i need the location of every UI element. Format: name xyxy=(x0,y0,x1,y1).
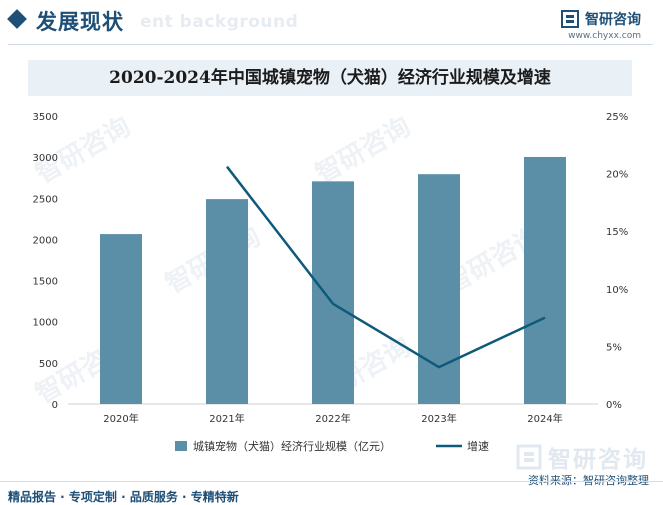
left-axis-tick-label: 2500 xyxy=(33,194,58,205)
right-axis-tick-label: 20% xyxy=(606,170,628,181)
left-axis-tick-label: 3000 xyxy=(33,153,58,164)
growth-line xyxy=(226,165,546,369)
brand-name: 智研咨询 xyxy=(585,12,641,28)
bar xyxy=(100,234,142,404)
x-axis-tick-label: 2023年 xyxy=(421,412,456,425)
x-axis-tick-label: 2024年 xyxy=(527,412,562,425)
x-axis-tick-label: 2022年 xyxy=(315,412,350,425)
footer-divider xyxy=(0,481,663,482)
right-axis-tick-label: 0% xyxy=(606,400,622,411)
bar xyxy=(312,181,354,404)
brand-url: www.chyxx.com xyxy=(568,31,641,41)
legend-label-line: 增速 xyxy=(467,439,489,453)
x-axis-tick-label: 2021年 xyxy=(209,412,244,425)
right-axis-tick-label: 25% xyxy=(606,112,628,123)
chart-title: 2020-2024年中国城镇宠物（犬猫）经济行业规模及增速 xyxy=(109,68,551,88)
left-axis-tick-label: 0 xyxy=(52,400,58,411)
page-header: 发展现状 ent background 智研咨询 www.chyxx.com xyxy=(0,0,663,44)
bar xyxy=(206,199,248,404)
x-axis-tick-label: 2020年 xyxy=(103,412,138,425)
left-axis-tick-label: 1500 xyxy=(33,277,58,288)
header-divider xyxy=(8,44,653,45)
brand-logo-block: 智研咨询 xyxy=(561,8,641,30)
header-background-text: ent background xyxy=(140,12,299,32)
left-axis-tick-label: 500 xyxy=(39,359,58,370)
left-axis-tick-label: 2000 xyxy=(33,235,58,246)
left-axis-tick-label: 3500 xyxy=(33,112,58,123)
brand-logo-icon xyxy=(516,444,542,470)
footer-services: 精品报告 · 专项定制 · 品质服务 · 专精特新 xyxy=(8,490,239,504)
section-title: 发展现状 xyxy=(36,10,124,34)
bar xyxy=(418,174,460,404)
right-axis-tick-label: 10% xyxy=(606,285,628,296)
right-axis-tick-label: 5% xyxy=(606,342,622,353)
legend-label-bar: 城镇宠物（犬猫）经济行业规模（亿元） xyxy=(193,439,391,453)
brand-logo-icon xyxy=(561,10,579,28)
chart-title-box: 2020-2024年中国城镇宠物（犬猫）经济行业规模及增速 xyxy=(28,60,632,96)
legend-swatch-bar xyxy=(175,441,187,451)
brand-big-name: 智研咨询 xyxy=(548,447,648,473)
source-note: 资料来源：智研咨询整理 xyxy=(528,474,649,487)
left-axis-tick-label: 1000 xyxy=(33,318,58,329)
right-axis-tick-label: 15% xyxy=(606,227,628,238)
brand-big-block: 智研咨询 xyxy=(516,440,648,474)
bar xyxy=(524,156,566,404)
